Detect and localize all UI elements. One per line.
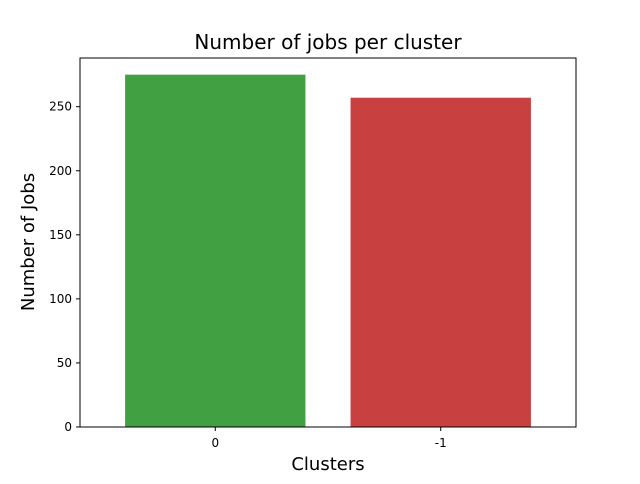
chart-title: Number of jobs per cluster xyxy=(194,30,462,54)
x-axis-label: Clusters xyxy=(291,454,364,475)
axes-layer xyxy=(79,57,577,428)
y-tick-label: 100 xyxy=(49,292,72,306)
y-tick-label: 0 xyxy=(64,420,72,434)
y-tick-label: 150 xyxy=(49,228,72,242)
y-tick-label: 50 xyxy=(57,356,72,370)
bar-cluster-0 xyxy=(125,74,306,427)
bar-cluster--1 xyxy=(350,97,531,427)
ticks-layer: 0 -1 0 50 100 150 200 250 xyxy=(49,100,447,450)
x-tick-label: -1 xyxy=(435,436,447,450)
y-tick-label: 250 xyxy=(49,100,72,114)
bars-layer xyxy=(125,74,531,427)
x-tick-label: 0 xyxy=(211,436,219,450)
plot-frame xyxy=(79,57,577,428)
y-axis-label: Number of Jobs xyxy=(18,173,39,311)
y-tick-label: 200 xyxy=(49,164,72,178)
